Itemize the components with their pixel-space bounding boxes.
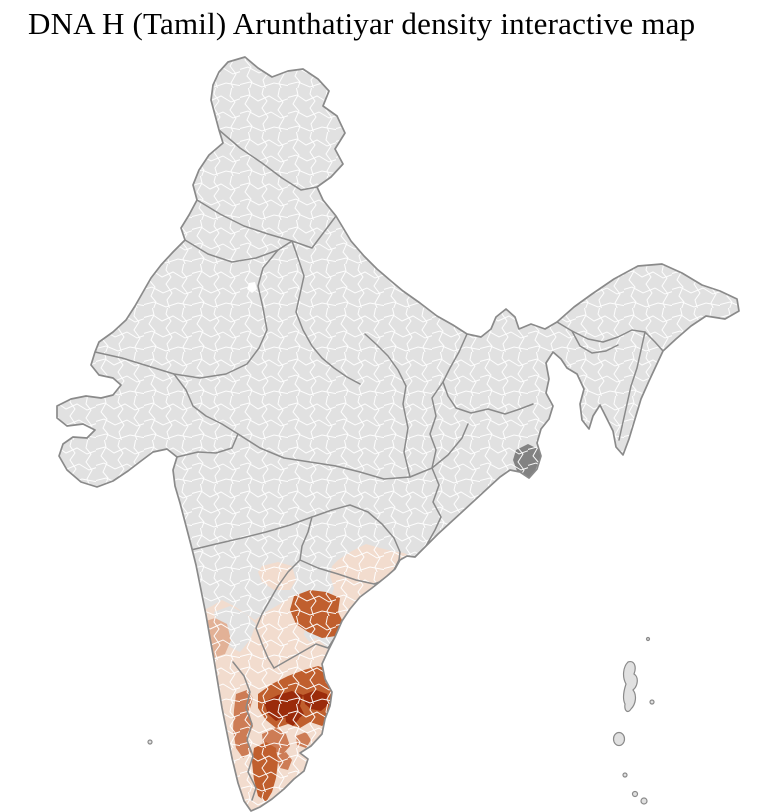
state-border — [218, 129, 318, 191]
state-border — [237, 423, 469, 480]
island-nicobar-north[interactable] — [622, 772, 628, 778]
state-border — [196, 199, 337, 249]
state-border — [429, 381, 444, 469]
island-andaman-main[interactable] — [622, 661, 638, 713]
island-little-andaman[interactable] — [612, 731, 626, 747]
island-nicobar-mid[interactable] — [631, 790, 639, 798]
state-border — [571, 330, 619, 354]
state-border — [364, 333, 411, 478]
state-border — [425, 467, 442, 547]
india-outline — [56, 56, 740, 812]
state-border — [232, 661, 257, 801]
state-border — [618, 331, 646, 441]
islands-layer — [147, 636, 655, 805]
state-border — [190, 504, 401, 561]
state-border — [442, 333, 534, 415]
state-border — [255, 559, 301, 669]
island-andaman-east-dot[interactable] — [649, 699, 655, 705]
district-ne-tn-coast[interactable] — [330, 662, 351, 694]
state-borders-layer — [94, 129, 664, 801]
island-nicobar-south[interactable] — [640, 797, 648, 805]
district-delhi-white[interactable] — [247, 282, 257, 293]
map-title: DNA H (Tamil) Arunthatiyar density inter… — [28, 6, 696, 41]
state-border — [556, 321, 664, 352]
island-andaman-north-dot[interactable] — [645, 636, 651, 642]
state-border — [184, 239, 293, 263]
island-lakshadweep-dot[interactable] — [147, 739, 153, 745]
state-border — [291, 240, 361, 385]
state-border — [273, 636, 336, 669]
state-border — [173, 373, 239, 458]
district-borders-mesh — [57, 57, 739, 811]
state-border — [94, 249, 279, 379]
